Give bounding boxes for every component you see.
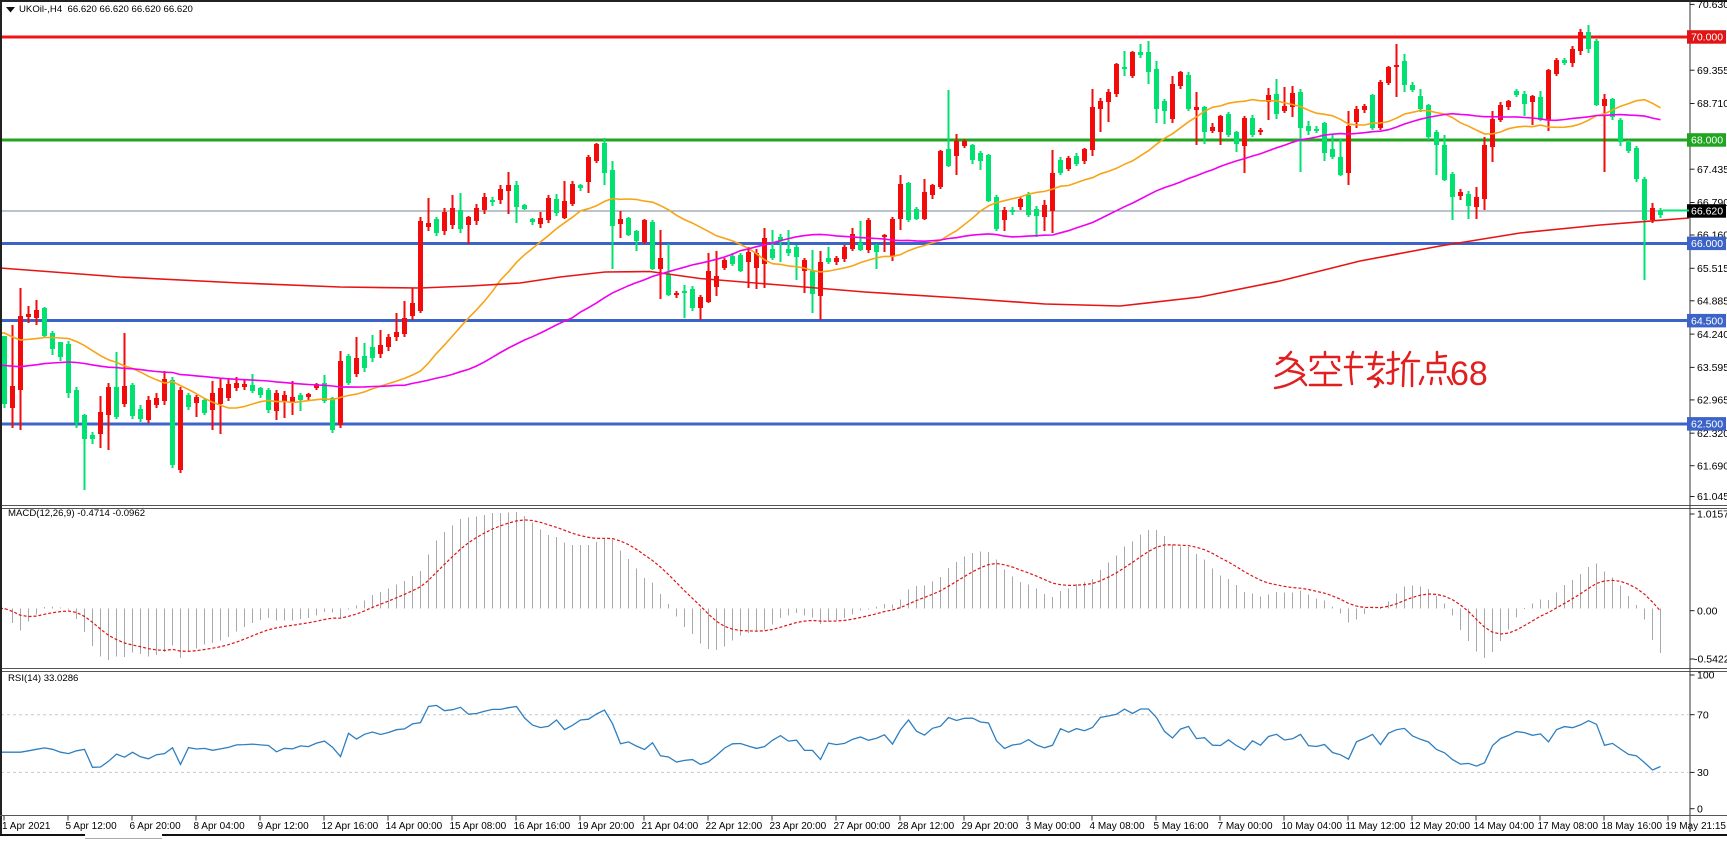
svg-text:1.0157: 1.0157 [1697, 509, 1727, 521]
svg-text:5 May 16:00: 5 May 16:00 [1154, 821, 1209, 832]
svg-text:61.045: 61.045 [1697, 491, 1727, 503]
svg-text:70.630: 70.630 [1697, 0, 1727, 11]
svg-text:1 Apr 2021: 1 Apr 2021 [2, 821, 51, 832]
svg-text:70: 70 [1697, 709, 1709, 721]
svg-text:62.320: 62.320 [1697, 428, 1727, 440]
svg-text:64.240: 64.240 [1697, 329, 1727, 341]
svg-text:18 May 16:00: 18 May 16:00 [1602, 821, 1663, 832]
svg-text:14 Apr 00:00: 14 Apr 00:00 [386, 821, 443, 832]
svg-text:16 Apr 16:00: 16 Apr 16:00 [514, 821, 571, 832]
svg-text:66.620: 66.620 [1691, 206, 1723, 218]
svg-text:4 May 08:00: 4 May 08:00 [1090, 821, 1145, 832]
svg-text:10 May 04:00: 10 May 04:00 [1282, 821, 1343, 832]
svg-text:63.595: 63.595 [1697, 362, 1727, 374]
svg-text:19 Apr 20:00: 19 Apr 20:00 [578, 821, 635, 832]
svg-text:11 May 12:00: 11 May 12:00 [1346, 821, 1406, 832]
svg-text:14 May 04:00: 14 May 04:00 [1474, 821, 1535, 832]
svg-text:30: 30 [1697, 767, 1709, 779]
svg-text:23 Apr 20:00: 23 Apr 20:00 [770, 821, 827, 832]
svg-text:62.500: 62.500 [1691, 419, 1723, 431]
svg-text:64.885: 64.885 [1697, 296, 1727, 308]
svg-text:RSI(14) 33.0286: RSI(14) 33.0286 [8, 673, 78, 684]
svg-text:12 May 20:00: 12 May 20:00 [1410, 821, 1471, 832]
svg-text:68.710: 68.710 [1697, 98, 1727, 110]
svg-text:5 Apr 12:00: 5 Apr 12:00 [66, 821, 118, 832]
svg-text:62.965: 62.965 [1697, 395, 1727, 407]
svg-text:15 Apr 08:00: 15 Apr 08:00 [450, 821, 507, 832]
svg-text:6 Apr 20:00: 6 Apr 20:00 [130, 821, 182, 832]
svg-text:21 Apr 04:00: 21 Apr 04:00 [642, 821, 699, 832]
svg-text:61.690: 61.690 [1697, 460, 1727, 472]
svg-text:MACD(12,26,9) -0.4714 -0.0962: MACD(12,26,9) -0.4714 -0.0962 [8, 508, 145, 519]
svg-text:17 May 08:00: 17 May 08:00 [1538, 821, 1599, 832]
svg-text:67.435: 67.435 [1697, 164, 1727, 176]
svg-text:29 Apr 20:00: 29 Apr 20:00 [962, 821, 1019, 832]
svg-text:0: 0 [1697, 803, 1703, 815]
svg-text:100: 100 [1697, 670, 1715, 682]
svg-text:68: 68 [1450, 355, 1488, 393]
svg-text:-0.5422: -0.5422 [1694, 654, 1727, 666]
svg-text:66.000: 66.000 [1691, 238, 1723, 250]
svg-text:9 Apr 12:00: 9 Apr 12:00 [258, 821, 310, 832]
svg-text:28 Apr 12:00: 28 Apr 12:00 [898, 821, 955, 832]
svg-text:65.515: 65.515 [1697, 263, 1727, 275]
svg-text:69.355: 69.355 [1697, 65, 1727, 77]
svg-text:27 Apr 00:00: 27 Apr 00:00 [834, 821, 891, 832]
svg-text:8 Apr 04:00: 8 Apr 04:00 [194, 821, 246, 832]
svg-text:19 May 21:15: 19 May 21:15 [1665, 821, 1726, 832]
svg-text:3 May 00:00: 3 May 00:00 [1026, 821, 1081, 832]
svg-text:12 Apr 16:00: 12 Apr 16:00 [322, 821, 379, 832]
svg-text:70.000: 70.000 [1691, 32, 1723, 44]
svg-text:22 Apr 12:00: 22 Apr 12:00 [706, 821, 763, 832]
svg-text:UKOil-,H4 66.620 66.620 66.62: UKOil-,H4 66.620 66.620 66.620 66.620 [19, 4, 193, 15]
svg-text:0.00: 0.00 [1697, 605, 1718, 617]
svg-text:64.500: 64.500 [1691, 315, 1723, 327]
svg-text:68.000: 68.000 [1691, 135, 1723, 147]
svg-text:7 May 00:00: 7 May 00:00 [1218, 821, 1273, 832]
